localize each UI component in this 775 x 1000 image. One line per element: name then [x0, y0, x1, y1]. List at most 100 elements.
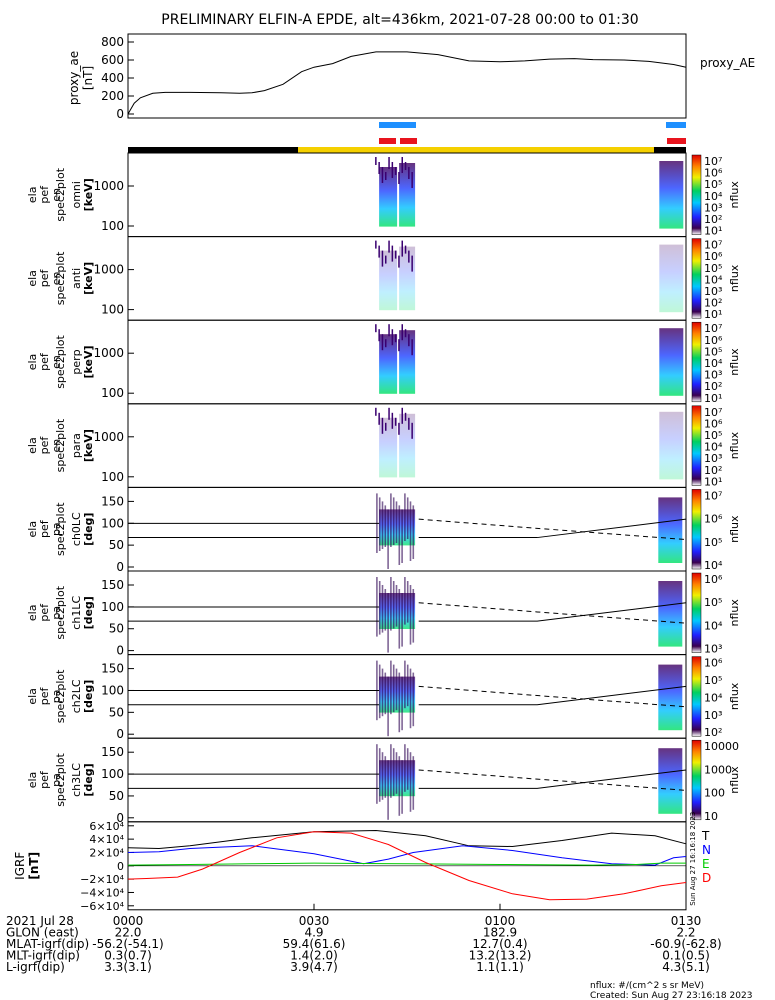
colorbar-tick-label: 10	[704, 810, 718, 823]
spec-pixel	[398, 339, 400, 352]
pa-pixel	[387, 676, 389, 737]
spec-ytick-label: 50	[109, 538, 124, 552]
spec-ytick-label: 1000	[93, 179, 124, 193]
spec-burst	[399, 413, 416, 478]
colorbar-tick-label: 10⁶	[704, 657, 723, 670]
spec-label-3: spec2plot	[54, 251, 67, 305]
colorbar-tick-label: 10⁶	[704, 513, 723, 526]
spec-label-1: pef	[38, 603, 51, 622]
spec-unit: [keV]	[82, 262, 95, 295]
spec-pixel	[388, 324, 390, 337]
colorbar-label: nflux	[728, 766, 741, 794]
pa-pixel	[378, 581, 381, 635]
igrf-legend-T: T	[701, 829, 710, 843]
pa-pixel	[395, 668, 398, 711]
spec-label-4: perp	[70, 349, 83, 374]
spec-ytick-label: 100	[101, 219, 124, 233]
spec-label-0: ela	[26, 270, 39, 287]
spec-ytick-label: 100	[101, 600, 124, 614]
footer-note-created: Created: Sun Aug 27 23:16:18 2023	[590, 991, 752, 1000]
igrf-ylabel: IGRF	[13, 852, 27, 880]
colorbar	[691, 405, 702, 486]
colorbar	[691, 656, 702, 737]
spec-pixel	[385, 255, 387, 264]
spec-pixel	[411, 422, 413, 439]
pa-pixel	[404, 493, 406, 541]
spec-pixel	[404, 245, 407, 254]
spec-pixel	[404, 162, 407, 170]
spec-unit: [deg]	[82, 763, 95, 796]
spec-burst	[659, 244, 684, 313]
footer-value: 12.7(0.4)	[472, 937, 527, 951]
colorbar-tick-label: 10⁷	[704, 489, 722, 502]
colorbar	[691, 739, 702, 821]
footer-value: -56.2(-54.1)	[92, 937, 163, 951]
spec-unit: [deg]	[82, 680, 95, 713]
spec-label-4: ch1LC	[70, 596, 83, 630]
pa-pixel	[378, 748, 381, 802]
footer-value: 1.4(2.0)	[290, 948, 338, 962]
spec-label-0: ela	[26, 521, 39, 538]
spec-label-0: ela	[26, 437, 39, 454]
colorbar-tick-label: 10⁴	[704, 190, 723, 203]
footer-value: 4.3(5.1)	[662, 960, 710, 974]
pa-pixel	[409, 668, 412, 729]
spec-pixel	[391, 329, 394, 346]
pa-pixel	[384, 589, 387, 631]
footer-value: 3.9(4.7)	[290, 960, 338, 974]
colorbar-tick-label: 10³	[704, 643, 722, 656]
pa-pixel	[409, 501, 412, 561]
colorbar-tick-label: 10⁶	[704, 167, 723, 180]
spec-label-3: spec2plot	[54, 585, 67, 639]
lc-line-solid	[418, 518, 687, 539]
lc-line-solid	[418, 602, 687, 622]
pa-pixel	[406, 664, 409, 707]
spec-pixel	[391, 162, 394, 178]
spec-burst	[399, 246, 416, 311]
ae-ytick-label: 0	[116, 107, 124, 121]
colorbar-tick-label: 10²	[704, 297, 722, 310]
footer-value: 0.1(0.5)	[662, 948, 710, 962]
colorbar	[691, 321, 702, 403]
pa-pixel	[387, 760, 389, 820]
colorbar-tick-label: 10²	[704, 380, 722, 393]
footer-value: 0130	[671, 914, 702, 928]
pa-pixel	[378, 664, 381, 719]
spec-pixel	[375, 324, 377, 333]
colorbar-tick-label: 10⁵	[704, 262, 722, 275]
ae-ytick-label: 600	[101, 53, 124, 67]
spec-pixel	[375, 157, 377, 165]
footer-row-label: MLAT-igrf(dip)	[6, 937, 89, 951]
colorbar-tick-label: 10³	[704, 452, 722, 465]
spec-pixel	[411, 172, 413, 188]
footer-row-label: GLON (east)	[6, 925, 79, 939]
ae-yunit: [nT]	[81, 66, 95, 90]
colorbar-label: nflux	[728, 348, 741, 376]
spec-label-2: pa	[50, 522, 63, 536]
spec-pixel	[408, 417, 410, 430]
colorbar-label: nflux	[728, 682, 741, 710]
colorbar-tick-label: 10²	[704, 464, 722, 477]
colorbar	[691, 238, 702, 319]
spec-pixel	[404, 412, 407, 421]
spec-ytick-label: 1000	[93, 430, 124, 444]
colorbar-tick-label: 10¹	[704, 475, 722, 488]
zone-red-bar-3	[667, 138, 686, 144]
colorbar-tick-label: 10²	[704, 213, 722, 226]
spec-label-1: pef	[38, 185, 51, 204]
spec-label-1: pef	[38, 519, 51, 538]
spec-ytick-label: 0	[116, 644, 124, 658]
colorbar-tick-label: 10⁵	[704, 345, 722, 358]
footer-value: 0030	[299, 914, 330, 928]
spec-label-0: ela	[26, 187, 39, 204]
igrf-legend-N: N	[702, 843, 711, 857]
ae-ytick-label: 200	[101, 89, 124, 103]
spec-pixel	[381, 250, 384, 267]
spec-pixel	[408, 250, 410, 263]
orbit-black-bar-1	[128, 147, 298, 153]
igrf-ytick-label: 0	[117, 860, 124, 873]
spec-ytick-label: 150	[101, 745, 124, 759]
zone-red-bar-1	[379, 138, 396, 144]
